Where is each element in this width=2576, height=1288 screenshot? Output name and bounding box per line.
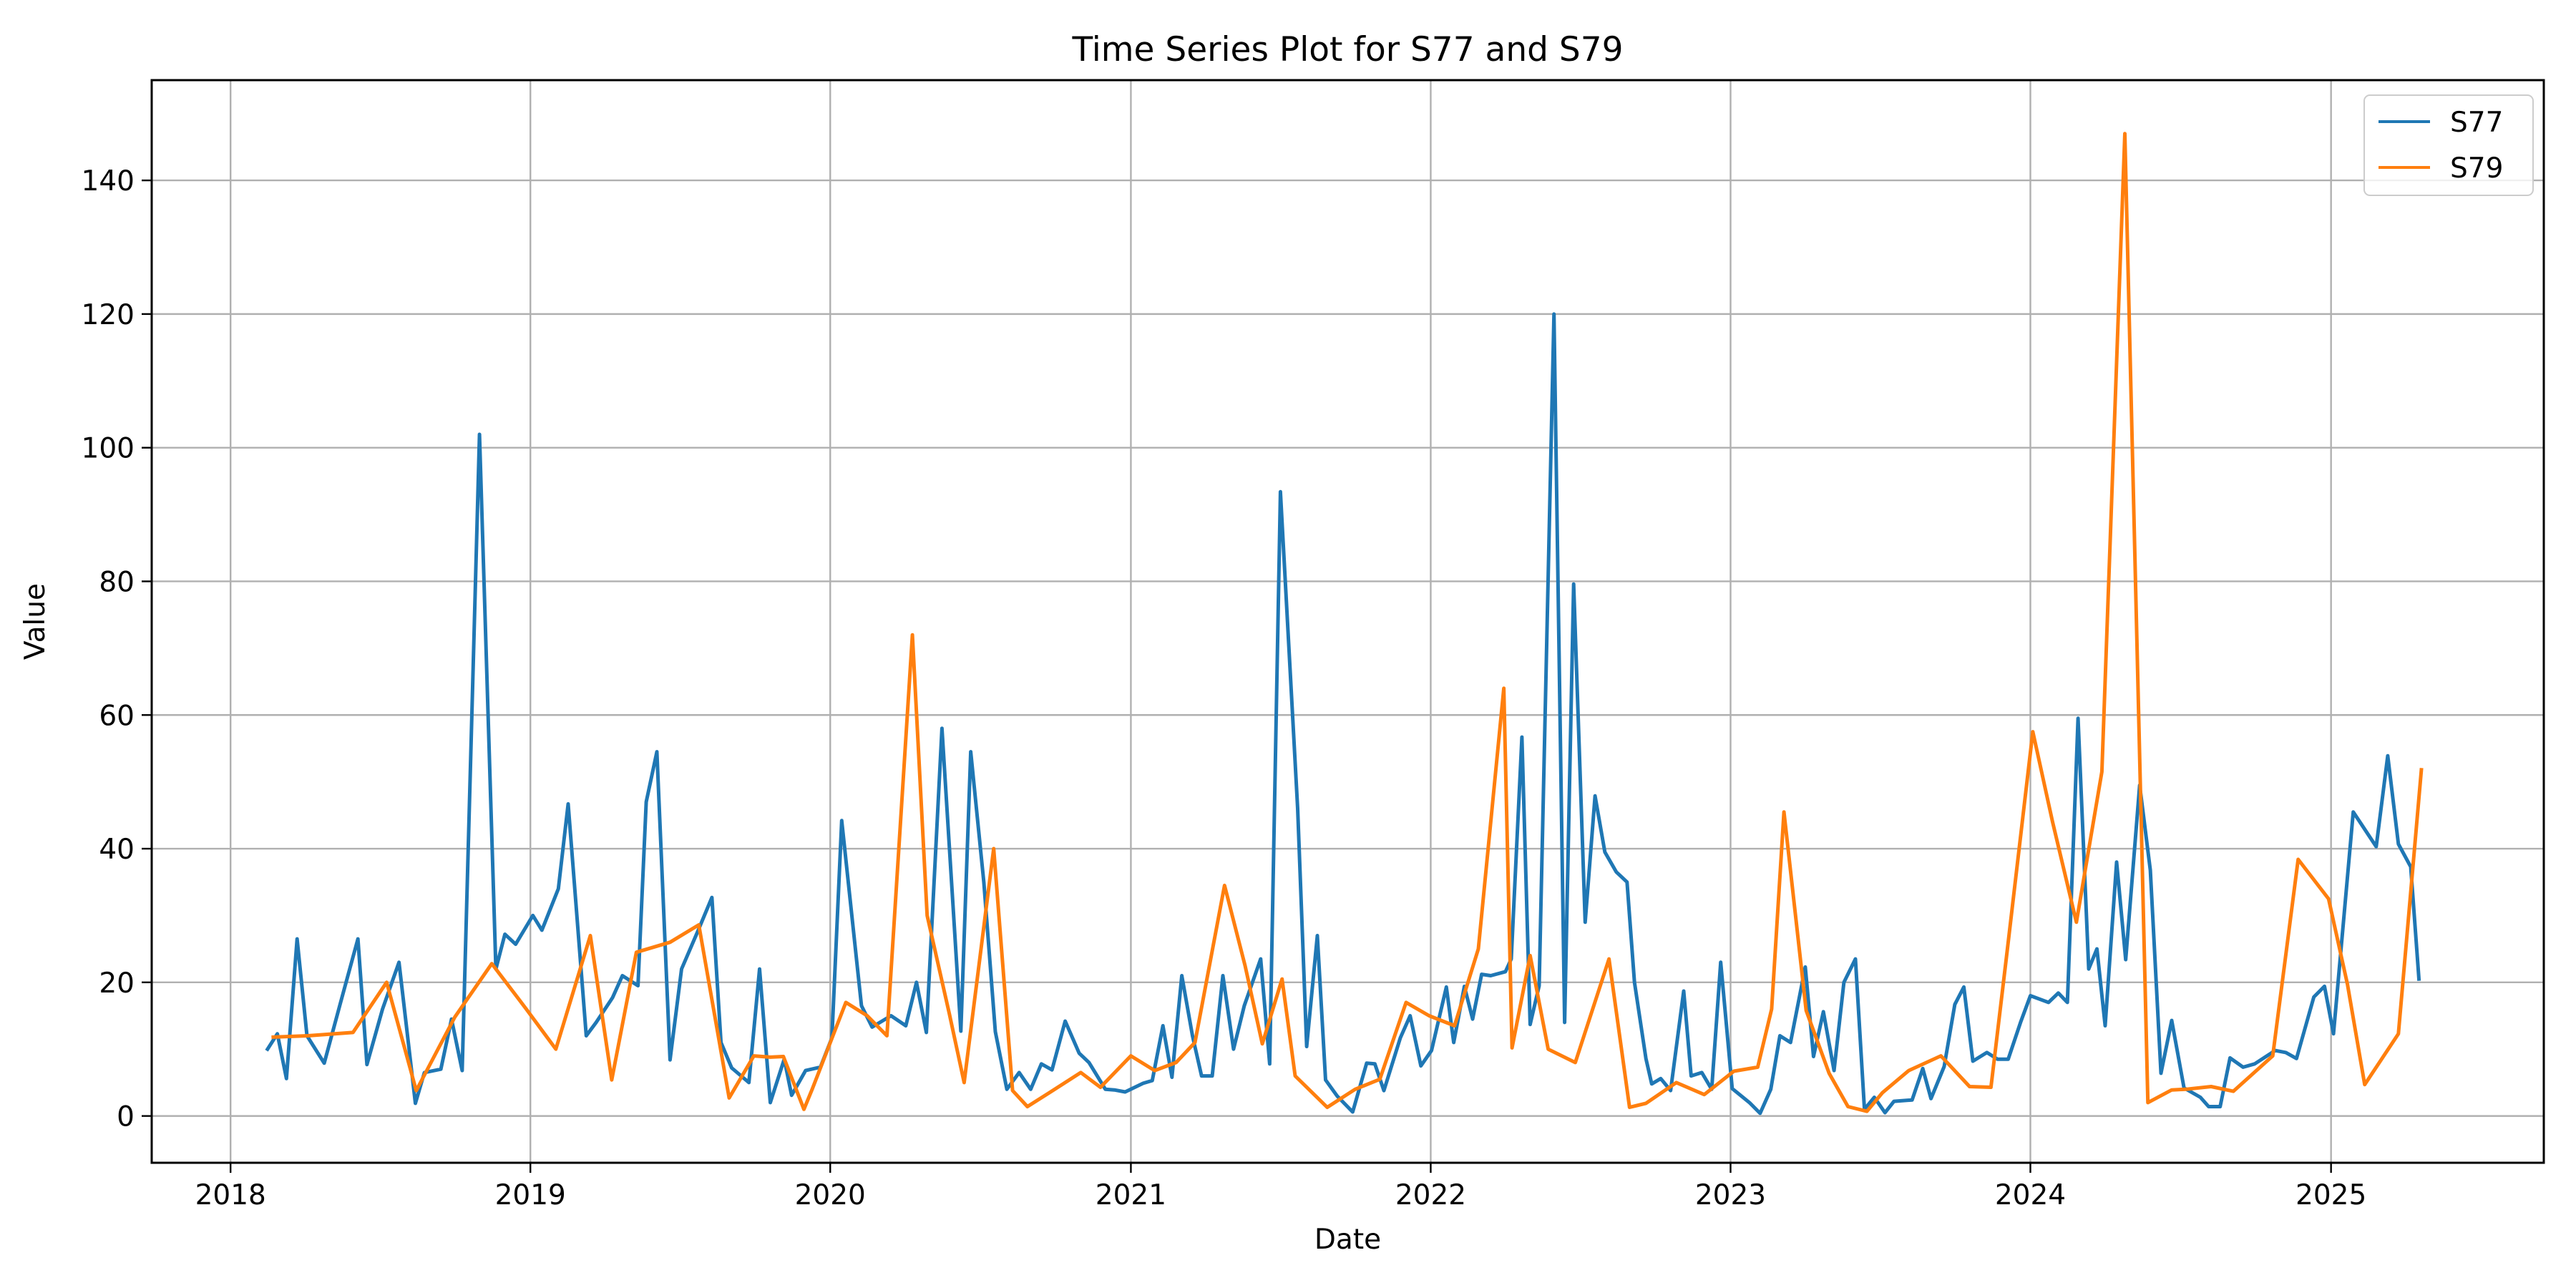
- x-tick-label: 2018: [195, 1179, 266, 1211]
- y-tick-label: 120: [82, 299, 135, 331]
- series-line-s79: [271, 132, 2424, 1113]
- y-tick-label: 40: [99, 834, 135, 866]
- y-tick-label: 100: [82, 433, 135, 465]
- x-tick-label: 2024: [1995, 1179, 2066, 1211]
- x-tick-label: 2025: [2296, 1179, 2366, 1211]
- x-axis-label: Date: [1314, 1224, 1381, 1256]
- y-tick-label: 140: [82, 165, 135, 197]
- x-tick-label: 2023: [1695, 1179, 1766, 1211]
- series-lines: [265, 132, 2424, 1116]
- x-tick-label: 2020: [795, 1179, 866, 1211]
- legend: S77 S79: [2363, 94, 2534, 196]
- y-tick-label: 60: [99, 700, 135, 732]
- chart-title: Time Series Plot for S77 and S79: [1071, 30, 1623, 69]
- series-line-s77: [265, 312, 2421, 1116]
- legend-label-s77: S77: [2450, 107, 2503, 139]
- x-tick-label: 2022: [1395, 1179, 1466, 1211]
- axis-ticks: 2018 2019 2020 2021 2022 2023 2024 2025 0 20 40 60 8…: [82, 165, 2367, 1211]
- x-tick-label: 2019: [495, 1179, 566, 1211]
- legend-label-s79: S79: [2450, 152, 2503, 185]
- plot-area-frame: [150, 79, 2545, 1164]
- x-tick-label: 2021: [1096, 1179, 1166, 1211]
- y-tick-label: 0: [117, 1101, 135, 1133]
- y-tick-label: 20: [99, 967, 135, 1000]
- y-tick-label: 80: [99, 566, 135, 598]
- legend-box: [2363, 94, 2534, 196]
- y-axis-label: Value: [19, 583, 52, 660]
